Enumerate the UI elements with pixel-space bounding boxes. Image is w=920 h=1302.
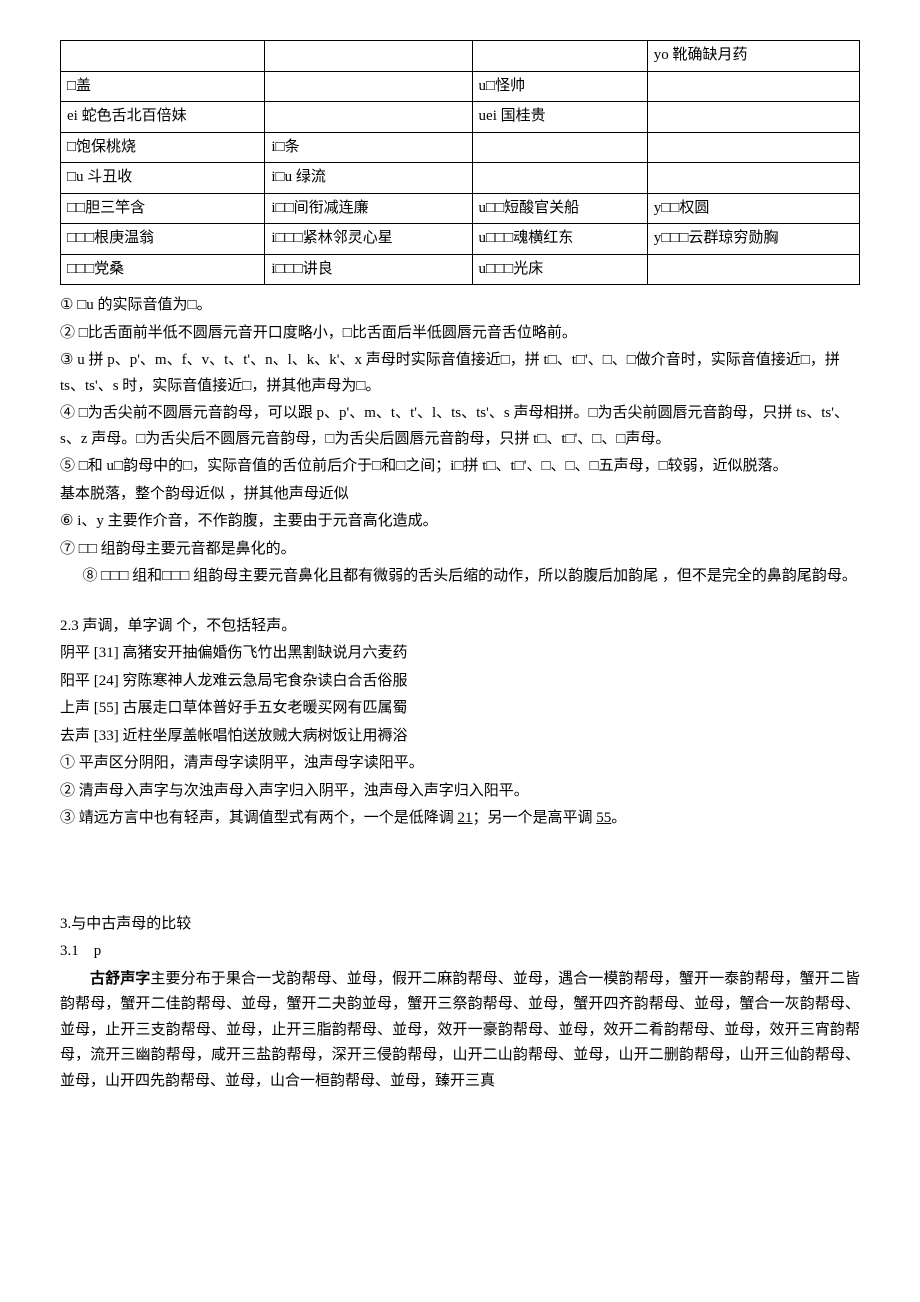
table-row: ei 蛇色舌北百倍妹 uei 国桂贵 — [61, 102, 860, 133]
note-text: ；另一个是高平调 — [473, 810, 597, 826]
cell: uei 国桂贵 — [472, 102, 647, 133]
note-item: 基本脱落，整个韵母近似 ，拼其他声母近似 — [60, 482, 860, 508]
cell: u□□□光床 — [472, 254, 647, 285]
note-item: ④ □为舌尖前不圆唇元音韵母，可以跟 p、p'、m、t、t'、l、ts、ts'、… — [60, 401, 860, 452]
tone-line: 阴平 [31] 高猪安开抽偏婚伤飞竹出黑割缺说月六麦药 — [60, 641, 860, 667]
rime-table: yo 靴确缺月药 □盖 u□怪帅 ei 蛇色舌北百倍妹 uei 国桂贵 □饱保桃… — [60, 40, 860, 285]
tone-value: 55 — [596, 810, 611, 826]
cell — [472, 163, 647, 194]
table-row: □u 斗丑收 i□u 绿流 — [61, 163, 860, 194]
cell: i□□间衔减连廉 — [265, 193, 472, 224]
cell: i□□□紧林邻灵心星 — [265, 224, 472, 255]
table-row: □□□根庚温翁 i□□□紧林邻灵心星 u□□□魂横红东 y□□□云群琼穷勋胸 — [61, 224, 860, 255]
table-row: yo 靴确缺月药 — [61, 41, 860, 72]
table-row: □□胆三竿含 i□□间衔减连廉 u□□短酸官关船 y□□权圆 — [61, 193, 860, 224]
note-item: ⑤ □和 u□韵母中的□，实际音值的舌位前后介于□和□之间；i□拼 t□、t□'… — [60, 454, 860, 480]
cell: u□□短酸官关船 — [472, 193, 647, 224]
cell — [647, 254, 859, 285]
note-text: 。 — [611, 810, 626, 826]
tone-line: 阳平 [24] 穷陈寒神人龙难云急局宅食杂读白合舌俗服 — [60, 669, 860, 695]
section-tones: 2.3 声调，单字调 个，不包括轻声。 阴平 [31] 高猪安开抽偏婚伤飞竹出黑… — [60, 614, 860, 832]
tone-value: 21 — [458, 810, 473, 826]
cell: yo 靴确缺月药 — [647, 41, 859, 72]
cell: ei 蛇色舌北百倍妹 — [61, 102, 265, 133]
tone-line: 上声 [55] 古展走口草体普好手五女老暖买网有匹属蜀 — [60, 696, 860, 722]
cell — [647, 132, 859, 163]
note-item: ⑦ □□ 组韵母主要元音都是鼻化的。 — [60, 537, 860, 563]
cell — [265, 41, 472, 72]
cell — [265, 71, 472, 102]
cell: y□□权圆 — [647, 193, 859, 224]
cell — [472, 41, 647, 72]
cell: u□怪帅 — [472, 71, 647, 102]
tone-note: ③ 靖远方言中也有轻声，其调值型式有两个，一个是低降调 21；另一个是高平调 5… — [60, 806, 860, 832]
section-subheading: 3.1 p — [60, 939, 860, 965]
cell — [472, 132, 647, 163]
note-item: ② □比舌面前半低不圆唇元音开口度略小，□比舌面后半低圆唇元音舌位略前。 — [60, 321, 860, 347]
cell — [647, 102, 859, 133]
lead-term: 古舒声字 — [90, 971, 150, 987]
cell — [647, 71, 859, 102]
cell: □□□党桑 — [61, 254, 265, 285]
body-paragraph: 古舒声字主要分布于果合一戈韵帮母、並母，假开二麻韵帮母、並母，遇合一模韵帮母，蟹… — [60, 967, 860, 1095]
cell: □饱保桃烧 — [61, 132, 265, 163]
table-row: □饱保桃烧 i□条 — [61, 132, 860, 163]
cell — [265, 102, 472, 133]
cell: □□胆三竿含 — [61, 193, 265, 224]
rime-notes: ① □u 的实际音值为□。 ② □比舌面前半低不圆唇元音开口度略小，□比舌面后半… — [60, 293, 860, 590]
cell: □盖 — [61, 71, 265, 102]
section-comparison: 3.与中古声母的比较 3.1 p 古舒声字主要分布于果合一戈韵帮母、並母，假开二… — [60, 912, 860, 1095]
section-title: 2.3 声调，单字调 个，不包括轻声。 — [60, 614, 860, 640]
table-row: □□□党桑 i□□□讲良 u□□□光床 — [61, 254, 860, 285]
cell: i□条 — [265, 132, 472, 163]
cell: □□□根庚温翁 — [61, 224, 265, 255]
cell: y□□□云群琼穷勋胸 — [647, 224, 859, 255]
section-heading: 3.与中古声母的比较 — [60, 912, 860, 938]
body-text: 主要分布于果合一戈韵帮母、並母，假开二麻韵帮母、並母，遇合一模韵帮母，蟹开一泰韵… — [60, 971, 860, 1089]
cell — [647, 163, 859, 194]
cell: □u 斗丑收 — [61, 163, 265, 194]
note-item: ① □u 的实际音值为□。 — [60, 293, 860, 319]
note-text: ③ 靖远方言中也有轻声，其调值型式有两个，一个是低降调 — [60, 810, 458, 826]
cell: u□□□魂横红东 — [472, 224, 647, 255]
note-item: ③ u 拼 p、p'、m、f、v、t、t'、n、l、k、k'、x 声母时实际音值… — [60, 348, 860, 399]
note-item: ⑧ □□□ 组和□□□ 组韵母主要元音鼻化且都有微弱的舌头后缩的动作，所以韵腹后… — [60, 564, 860, 590]
note-item: ⑥ i、y 主要作介音，不作韵腹，主要由于元音高化造成。 — [60, 509, 860, 535]
tone-note: ② 清声母入声字与次浊声母入声字归入阴平，浊声母入声字归入阳平。 — [60, 779, 860, 805]
tone-line: 去声 [33] 近柱坐厚盖帐唱怕送放贼大病树饭让用褥浴 — [60, 724, 860, 750]
tone-note: ① 平声区分阴阳，清声母字读阴平，浊声母字读阳平。 — [60, 751, 860, 777]
cell — [61, 41, 265, 72]
table-row: □盖 u□怪帅 — [61, 71, 860, 102]
cell: i□□□讲良 — [265, 254, 472, 285]
cell: i□u 绿流 — [265, 163, 472, 194]
rime-table-body: yo 靴确缺月药 □盖 u□怪帅 ei 蛇色舌北百倍妹 uei 国桂贵 □饱保桃… — [61, 41, 860, 285]
